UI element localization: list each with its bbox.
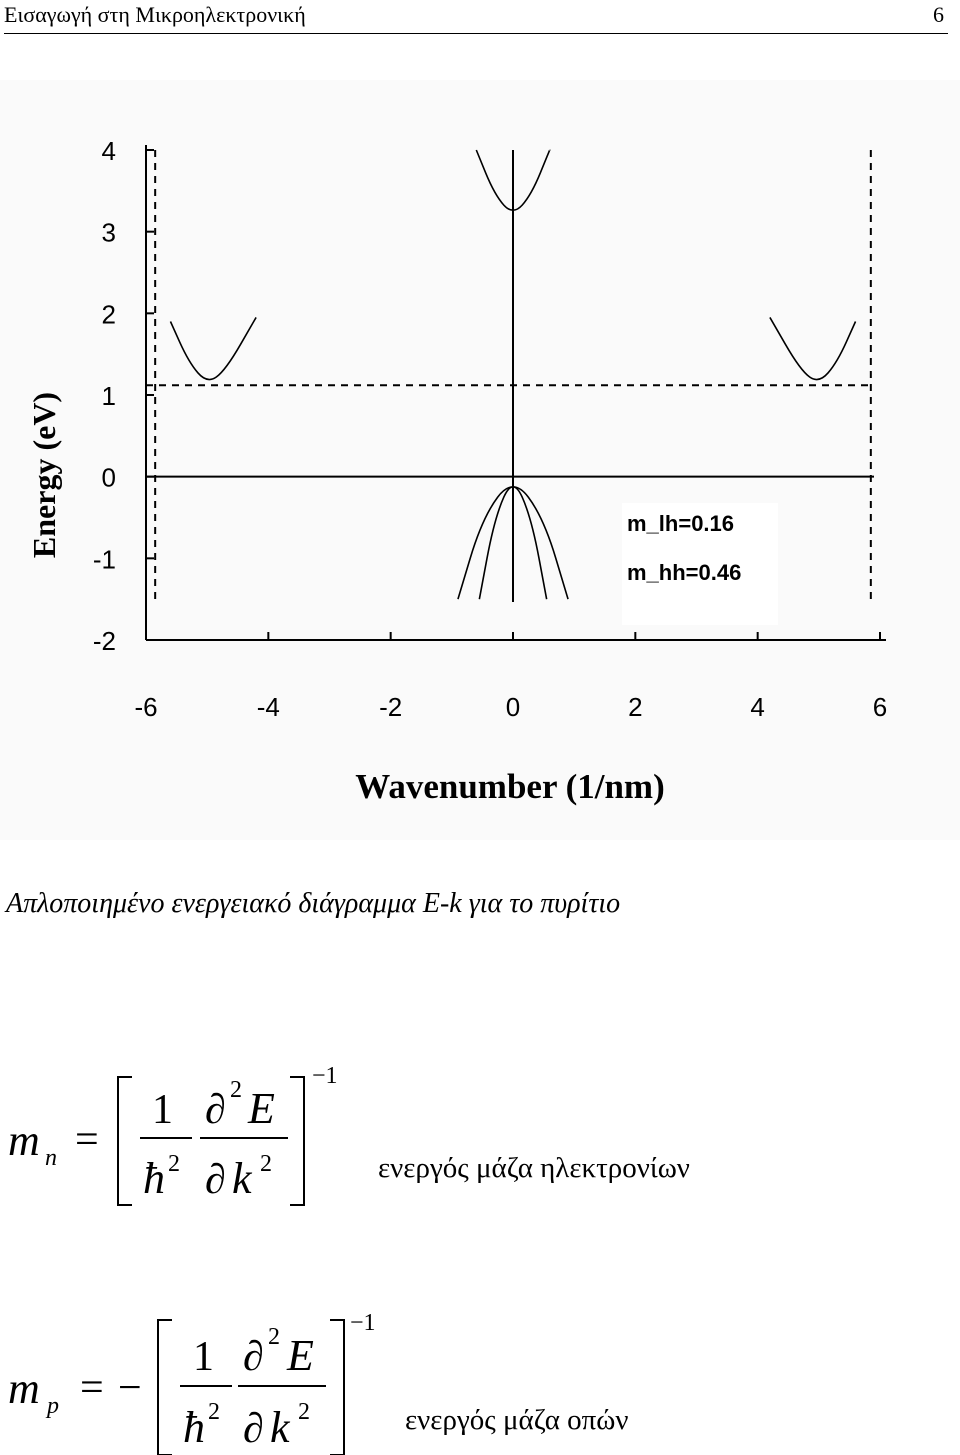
eq1-outer-exp: −1 — [312, 1063, 338, 1089]
axes-layer — [145, 145, 886, 641]
eq2-right-bracket — [330, 1319, 345, 1455]
eq2-equals: = — [80, 1365, 104, 1411]
series-layer — [169, 149, 857, 600]
figure-panel — [0, 80, 960, 840]
y-tick-label: -1 — [93, 544, 116, 574]
y-tick-label: 1 — [102, 381, 116, 411]
band-curve-2 — [475, 149, 551, 212]
figure-caption: Απλοποιημένο ενεργειακό διάγραμμα E-k γι… — [6, 888, 621, 919]
y-tick-label: 2 — [102, 299, 116, 329]
y-tick-label: 0 — [102, 463, 116, 493]
eq2-frac2-num-var: E — [286, 1331, 314, 1380]
page-header: Εισαγωγή στη Μικροηλεκτρονική 6 — [4, 2, 948, 34]
eq2-frac1-den: ħ — [183, 1403, 205, 1452]
y-tick-label: 4 — [102, 136, 116, 166]
eq1-frac1-den-exp: 2 — [168, 1151, 180, 1177]
eq1-equals: = — [75, 1117, 99, 1163]
header-rule — [4, 33, 948, 34]
page-number: 6 — [933, 2, 944, 27]
eq1-frac2-den-exp: 2 — [260, 1151, 272, 1177]
annotation-m-lh: m_lh=0.16 — [627, 511, 734, 536]
eq2-frac2-den-exp: 2 — [298, 1399, 310, 1425]
header-title: Εισαγωγή στη Μικροηλεκτρονική — [4, 2, 306, 27]
x-tick-label: -4 — [257, 692, 280, 722]
eq1-subscript: n — [45, 1145, 57, 1171]
x-tick-label: 4 — [750, 692, 764, 722]
y-tick-label: 3 — [102, 218, 116, 248]
x-axis-label: Wavenumber (1/nm) — [355, 767, 665, 806]
eq2-frac1-den-exp: 2 — [208, 1399, 220, 1425]
x-tick-label: -2 — [379, 692, 402, 722]
x-tick-label: 6 — [873, 692, 887, 722]
y-axis-label: Energy (eV) — [26, 392, 62, 558]
eq2-left-bracket — [157, 1319, 172, 1455]
eq1-frac2-den-partial: ∂ — [205, 1157, 226, 1203]
annotation-m-hh: m_hh=0.46 — [627, 560, 741, 585]
eq2-outer-exp: −1 — [350, 1310, 376, 1336]
eq1-frac1-num: 1 — [152, 1087, 173, 1133]
eq1-frac2-num-exp: 2 — [230, 1077, 242, 1103]
eq1-frac2-num-partial: ∂ — [205, 1087, 226, 1133]
eq2-sign: − — [118, 1365, 142, 1411]
y-tick-label: -2 — [93, 626, 116, 656]
x-tick-label: 0 — [506, 692, 520, 722]
eq2-frac2-den-partial: ∂ — [243, 1406, 264, 1452]
label-electron-mass: ενεργός μάζα ηλεκτρονίων — [378, 1152, 690, 1184]
x-tick-label: 2 — [628, 692, 642, 722]
x-tick-label: -6 — [134, 692, 157, 722]
eq2-frac1-num: 1 — [193, 1334, 214, 1380]
eq1-frac1-den: ħ — [143, 1154, 165, 1203]
eq2-frac2-den-var: k — [270, 1403, 291, 1452]
tick-labels-layer: 4 3 2 1 0 -1 -2 -6 -4 -2 0 2 4 6 — [93, 136, 887, 722]
annotation-box — [622, 503, 778, 625]
equation-electron-mass: m n = 1 ħ 2 ∂ 2 E ∂ k 2 −1 — [8, 1063, 338, 1206]
label-hole-mass: ενεργός μάζα οπών — [405, 1404, 629, 1436]
band-curve-0 — [169, 316, 257, 381]
eq1-frac2-num-var: E — [247, 1084, 275, 1133]
eq1-frac2-den-var: k — [232, 1154, 253, 1203]
eq2-subscript: p — [45, 1393, 59, 1419]
eq2-frac2-num-exp: 2 — [268, 1324, 280, 1350]
equation-hole-mass: m p = − 1 ħ 2 ∂ 2 E ∂ k 2 −1 — [8, 1310, 376, 1455]
band-curve-4 — [457, 486, 569, 600]
eq1-m: m — [8, 1116, 40, 1165]
eq1-left-bracket — [117, 1076, 132, 1206]
eq2-frac2-num-partial: ∂ — [243, 1334, 264, 1380]
eq1-right-bracket — [290, 1076, 305, 1206]
eq2-m: m — [8, 1364, 40, 1413]
reference-lines-layer — [146, 150, 874, 602]
band-curve-1 — [769, 317, 857, 381]
